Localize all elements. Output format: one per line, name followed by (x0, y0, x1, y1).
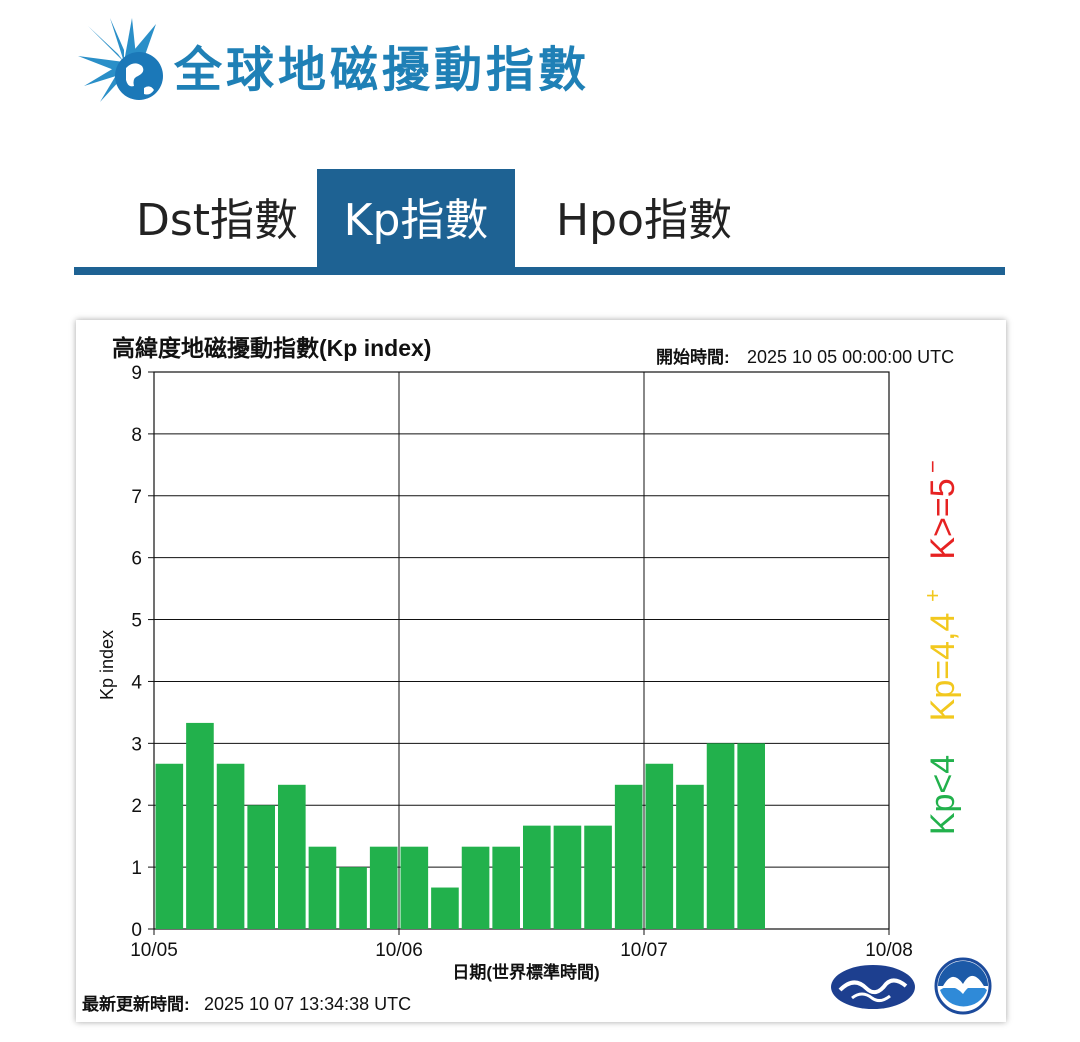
kp-bar (216, 763, 245, 929)
index-tabs: Dst指數 Kp指數 Hpo指數 (74, 169, 1005, 275)
y-tick-label: 4 (131, 672, 142, 693)
x-tick-label: 10/07 (620, 940, 668, 961)
legend-kp-ge5-sup: − (920, 460, 945, 473)
kp-bar (308, 846, 337, 929)
y-tick-label: 9 (131, 363, 142, 384)
kp-bar (461, 846, 490, 929)
x-tick-label: 10/05 (130, 940, 178, 961)
legend: Kp<4 Kp=4,4 + K>=5 − (920, 460, 962, 835)
kp-bar (706, 743, 735, 929)
chart-title: 高緯度地磁擾動指數(Kp index) (112, 335, 431, 361)
y-tick-label: 8 (131, 425, 142, 446)
kp-bar (278, 784, 306, 929)
kp-bar (553, 825, 582, 929)
legend-kp-lt4: Kp<4 (924, 755, 962, 835)
x-tick-label: 10/06 (375, 940, 423, 961)
y-axis-label: Kp index (97, 630, 117, 700)
kp-bar (614, 784, 643, 929)
y-tick-label: 1 (131, 858, 142, 879)
kp-bar (155, 763, 184, 929)
kp-bar (523, 825, 551, 929)
kp-bar (584, 825, 612, 929)
plot-frame (153, 371, 890, 930)
sun-globe-logo-icon (78, 18, 163, 102)
legend-kp-ge5: K>=5 (924, 478, 962, 559)
kp-bar (431, 887, 459, 929)
kp-bar (645, 763, 674, 929)
y-tick-label: 2 (131, 796, 142, 817)
page-title: 全球地磁擾動指數 (174, 42, 591, 98)
tab-kp[interactable]: Kp指數 (317, 169, 515, 268)
x-tick-label: 10/08 (865, 940, 913, 961)
kp-chart: 0 1 2 3 4 5 6 7 8 9 10/05 10/06 10/07 10/08 高緯度地磁擾動指數… (82, 335, 992, 1015)
kp-bar (186, 722, 214, 929)
y-tick-label: 3 (131, 734, 142, 755)
start-time-label: 開始時間: (656, 347, 730, 367)
y-tick-label: 5 (131, 611, 142, 632)
tab-underline (74, 267, 1005, 275)
kp-bar (369, 846, 398, 929)
legend-kp-4-sup: + (920, 589, 945, 602)
kp-chart-card: 0 1 2 3 4 5 6 7 8 9 10/05 10/06 10/07 10/08 高緯度地磁擾動指數… (76, 320, 1006, 1022)
x-axis-label: 日期(世界標準時間) (452, 962, 599, 982)
kp-bar (247, 805, 275, 929)
y-tick-label: 0 (131, 920, 142, 941)
kp-bar (676, 784, 704, 929)
updated-time-label: 最新更新時間: (82, 994, 190, 1014)
updated-time-value: 2025 10 07 13:34:38 UTC (204, 994, 411, 1014)
legend-kp-4: Kp=4,4 (924, 613, 962, 722)
kp-bar (492, 846, 520, 929)
y-tick-label: 6 (131, 549, 142, 570)
y-tick-label: 7 (131, 487, 142, 508)
noaa-logo-icon (934, 957, 992, 1015)
tab-dst[interactable]: Dst指數 (135, 195, 299, 246)
taiwan-cwa-logo-icon (831, 965, 915, 1009)
tab-hpo[interactable]: Hpo指數 (556, 195, 732, 246)
start-time-value: 2025 10 05 00:00:00 UTC (747, 347, 954, 367)
kp-bar (737, 743, 765, 929)
kp-bar (400, 846, 429, 929)
kp-bar (339, 867, 367, 929)
